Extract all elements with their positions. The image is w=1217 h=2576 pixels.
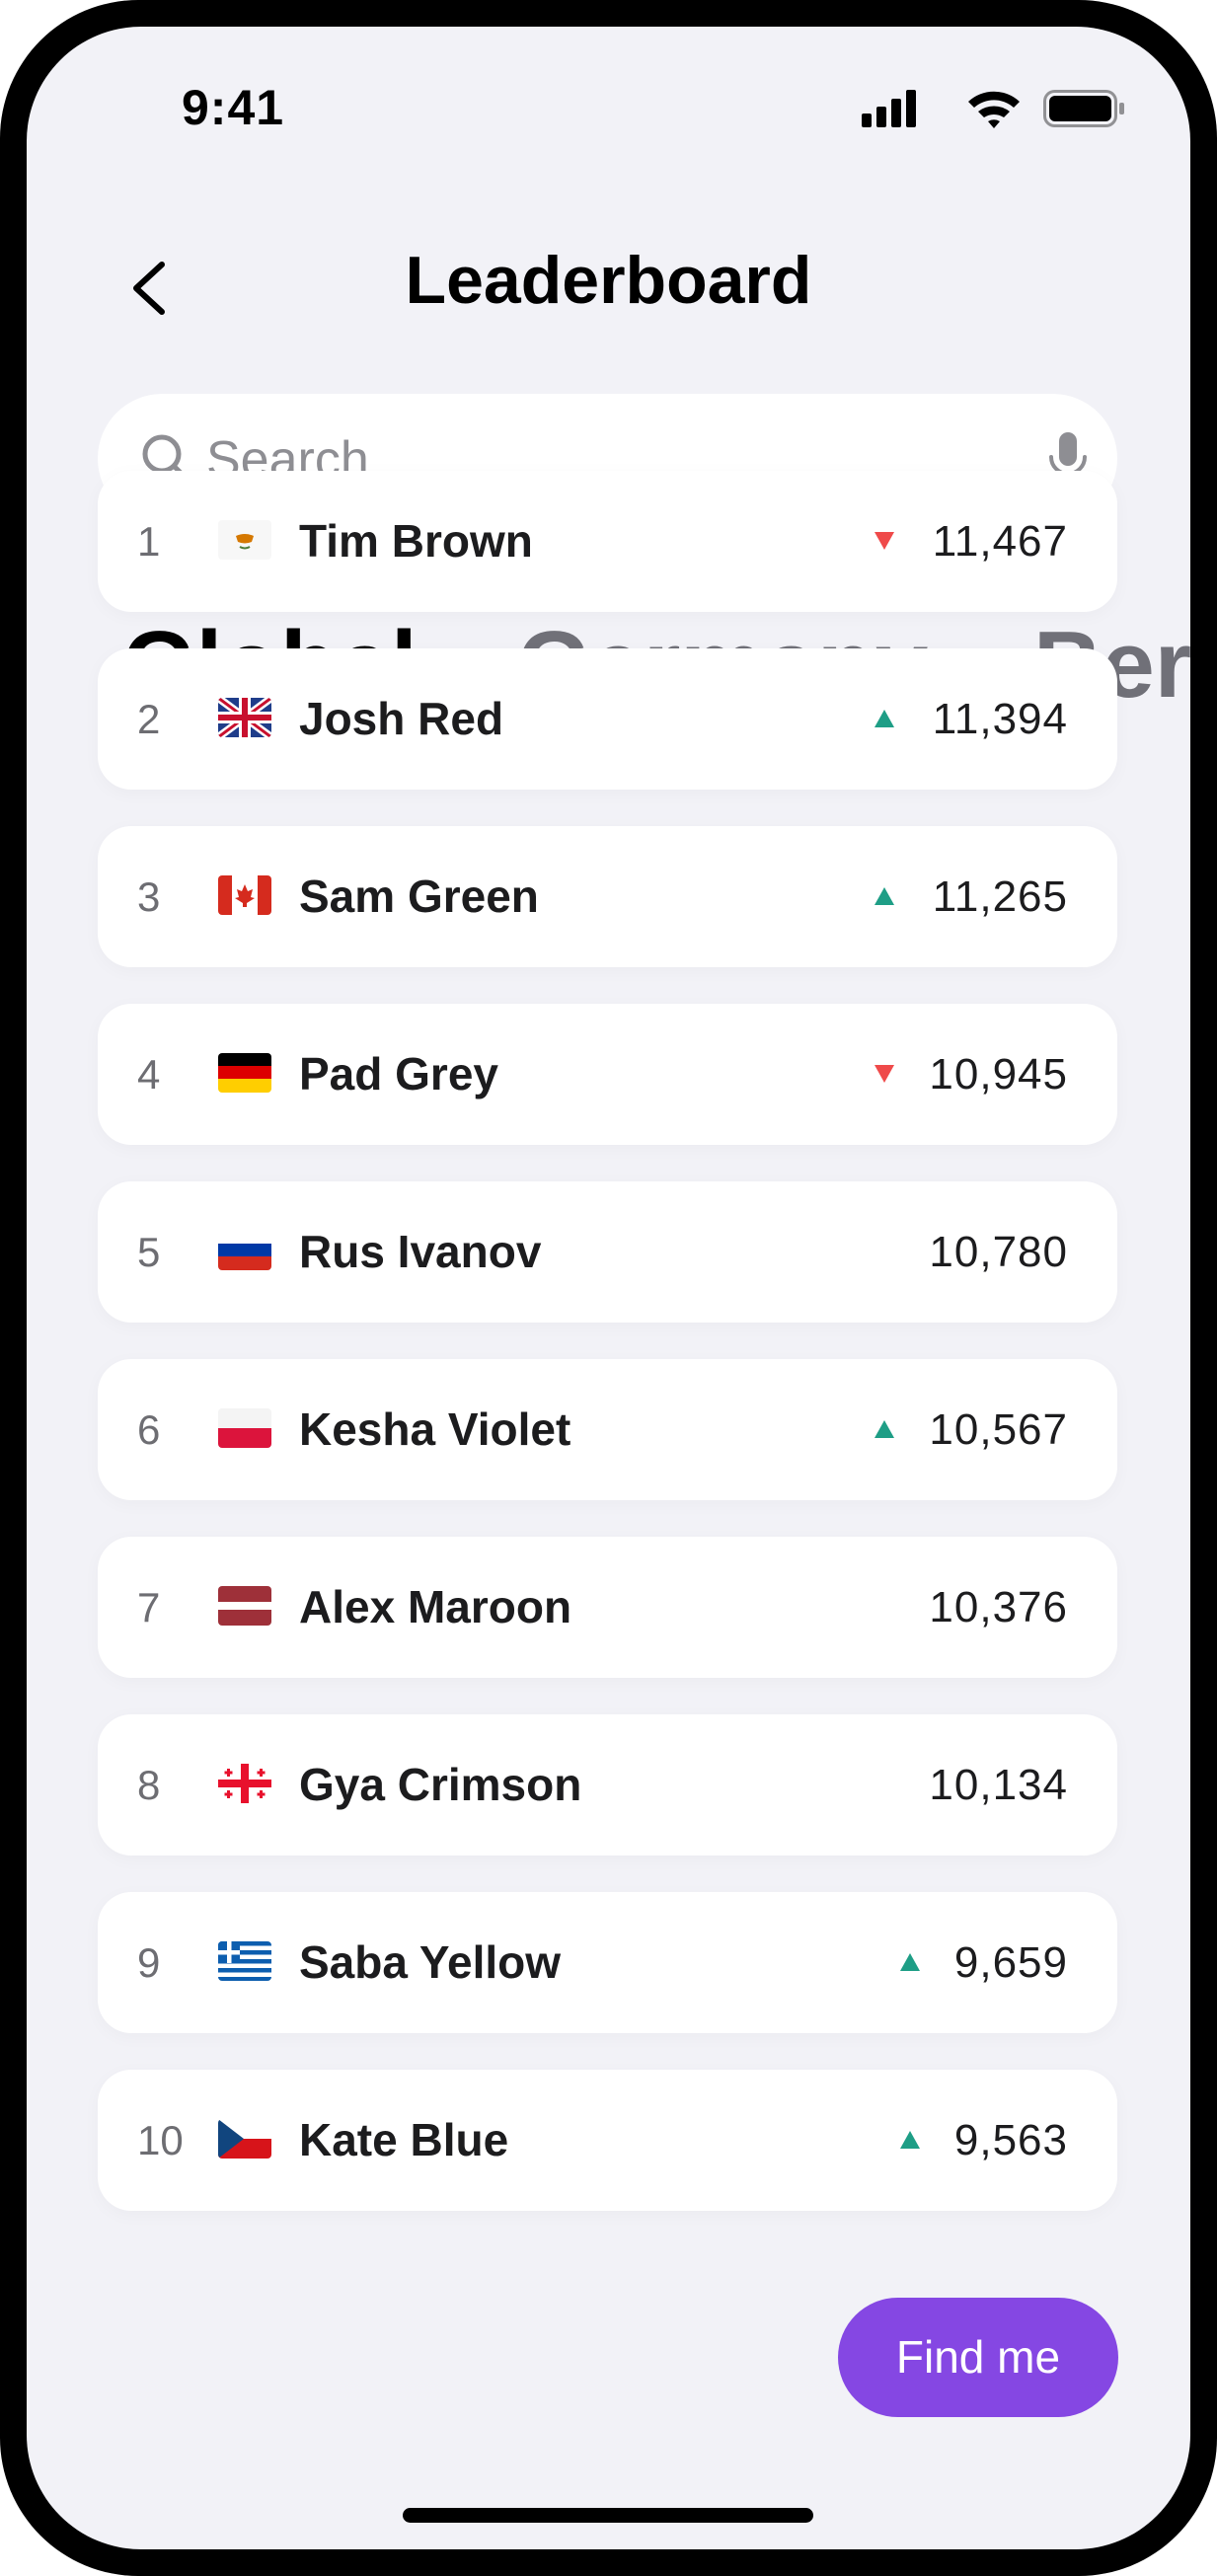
player-score: 9,659 — [953, 1938, 1068, 1987]
player-score: 11,394 — [932, 695, 1068, 743]
czech-flag-icon — [218, 2119, 271, 2159]
cyprus-flag-icon — [218, 520, 271, 560]
leaderboard-row[interactable]: 6 Kesha Violet 10,567 — [98, 1359, 1117, 1500]
back-button[interactable] — [118, 249, 188, 328]
uk-flag-icon — [218, 698, 271, 737]
player-name: Josh Red — [299, 693, 504, 744]
find-me-button[interactable]: Find me — [838, 2298, 1118, 2417]
trend-up-icon — [874, 885, 895, 907]
cellular-signal-icon — [862, 90, 916, 127]
leaderboard-row[interactable]: 4 Pad Grey 10,945 — [98, 1004, 1117, 1145]
player-name: Alex Maroon — [299, 1581, 572, 1632]
leaderboard-row[interactable]: 10 Kate Blue 9,563 — [98, 2070, 1117, 2211]
rank-number: 3 — [137, 873, 161, 920]
player-name: Gya Crimson — [299, 1759, 582, 1810]
canada-flag-icon — [218, 875, 271, 915]
home-indicator — [403, 2508, 813, 2523]
trend-up-icon — [899, 1951, 921, 1973]
rank-number: 2 — [137, 696, 161, 742]
russia-flag-icon — [218, 1231, 271, 1270]
chevron-left-icon — [133, 262, 165, 315]
player-score: 10,567 — [929, 1405, 1068, 1454]
rank-number: 1 — [137, 518, 161, 565]
player-score: 11,467 — [932, 517, 1068, 566]
leaderboard-row[interactable]: 8 Gya Crimson 10,134 — [98, 1714, 1117, 1856]
rank-number: 10 — [137, 2117, 184, 2163]
rank-number: 4 — [137, 1051, 161, 1098]
leaderboard-row[interactable]: 3 Sam Green 11,265 — [98, 826, 1117, 967]
player-score: 10,945 — [929, 1050, 1068, 1099]
leaderboard-row[interactable]: 7 Alex Maroon 10,376 — [98, 1537, 1117, 1678]
player-name: Pad Grey — [299, 1048, 498, 1099]
player-name: Sam Green — [299, 871, 539, 922]
rank-number: 7 — [137, 1584, 161, 1630]
rank-number: 6 — [137, 1406, 161, 1453]
player-score: 10,134 — [929, 1761, 1068, 1809]
leaderboard-row[interactable]: 9 Saba Yellow 9,659 — [98, 1892, 1117, 2033]
rank-number: 8 — [137, 1762, 161, 1808]
battery-icon — [1043, 90, 1124, 127]
player-name: Kate Blue — [299, 2114, 509, 2165]
status-icons — [862, 84, 1128, 133]
player-name: Kesha Violet — [299, 1403, 571, 1455]
rank-number: 9 — [137, 1939, 161, 1986]
status-time: 9:41 — [182, 80, 285, 135]
trend-down-icon — [874, 1063, 895, 1085]
player-score: 11,265 — [932, 872, 1068, 921]
leaderboard-row[interactable]: 2 Josh Red 11,394 — [98, 648, 1117, 790]
georgia-flag-icon — [218, 1764, 271, 1803]
player-name: Tim Brown — [299, 515, 533, 567]
trend-up-icon — [874, 1418, 895, 1440]
trend-up-icon — [899, 2129, 921, 2151]
player-score: 10,780 — [929, 1228, 1068, 1276]
player-score: 10,376 — [929, 1583, 1068, 1631]
player-name: Rus Ivanov — [299, 1226, 542, 1277]
greece-flag-icon — [218, 1941, 271, 1981]
leaderboard-row[interactable]: 5 Rus Ivanov 10,780 — [98, 1181, 1117, 1323]
player-score: 9,563 — [953, 2116, 1068, 2164]
poland-flag-icon — [218, 1408, 271, 1448]
page-title: Leaderboard — [405, 243, 812, 318]
latvia-flag-icon — [218, 1586, 271, 1626]
player-name: Saba Yellow — [299, 1936, 562, 1988]
rank-number: 5 — [137, 1229, 161, 1275]
wifi-icon — [968, 91, 1020, 128]
trend-up-icon — [874, 708, 895, 729]
trend-down-icon — [874, 530, 895, 552]
germany-flag-icon — [218, 1053, 271, 1093]
leaderboard-row[interactable]: 1 Tim Brown 11,467 — [98, 471, 1117, 612]
screen: 9:41 — [27, 27, 1190, 2549]
